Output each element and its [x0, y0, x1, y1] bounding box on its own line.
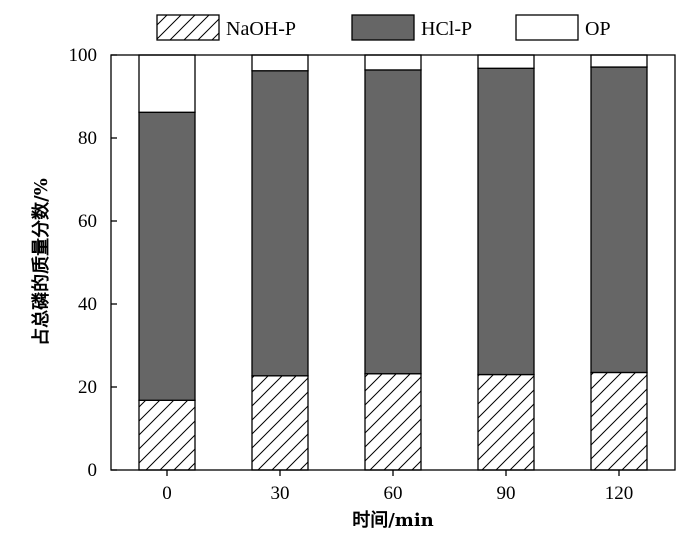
y-axis-title: 占总磷的质量分数/%: [30, 178, 52, 346]
bar-hcl-p-60: [364, 69, 422, 375]
bar-hcl-p-0: [138, 111, 196, 401]
y-tick-label: 60: [78, 211, 97, 232]
x-axis-title: 时间/min: [352, 510, 434, 531]
bar-op-120: [590, 54, 648, 68]
y-tick-label: 20: [78, 377, 97, 398]
bar-naoh-p-0: [138, 399, 196, 471]
legend-swatch-op: [515, 14, 579, 41]
legend-swatch-naoh-p: [156, 14, 220, 41]
bar-op-0: [138, 54, 196, 113]
x-tick-label: 120: [605, 483, 634, 504]
x-axis: 0 30 60 90 120: [162, 470, 633, 504]
y-tick-label: 40: [78, 294, 97, 315]
bar-hcl-p-120: [590, 66, 648, 374]
x-tick-label: 30: [271, 483, 290, 504]
bar-hcl-p-30: [251, 70, 309, 377]
bar-naoh-p-30: [251, 375, 309, 471]
legend: NaOH-P HCl-P OP: [156, 14, 611, 41]
y-axis: 0 20 40 60 80 100: [69, 45, 117, 481]
legend-label-hcl-p: HCl-P: [421, 18, 472, 40]
y-tick-label: 0: [88, 460, 98, 481]
bar-op-30: [251, 54, 309, 72]
bar-naoh-p-120: [590, 371, 648, 471]
legend-label-op: OP: [585, 18, 611, 40]
bar-op-60: [364, 54, 422, 71]
bar-op-90: [477, 54, 535, 69]
x-tick-label: 0: [162, 483, 172, 504]
bar-naoh-p-60: [364, 373, 422, 471]
bar-naoh-p-90: [477, 373, 535, 471]
bars: [138, 54, 648, 471]
x-tick-label: 60: [384, 483, 403, 504]
y-tick-label: 80: [78, 128, 97, 149]
legend-swatch-hcl-p: [351, 14, 415, 41]
legend-label-naoh-p: NaOH-P: [226, 18, 296, 40]
bar-hcl-p-90: [477, 67, 535, 376]
x-tick-label: 90: [497, 483, 516, 504]
y-tick-label: 100: [69, 45, 98, 66]
